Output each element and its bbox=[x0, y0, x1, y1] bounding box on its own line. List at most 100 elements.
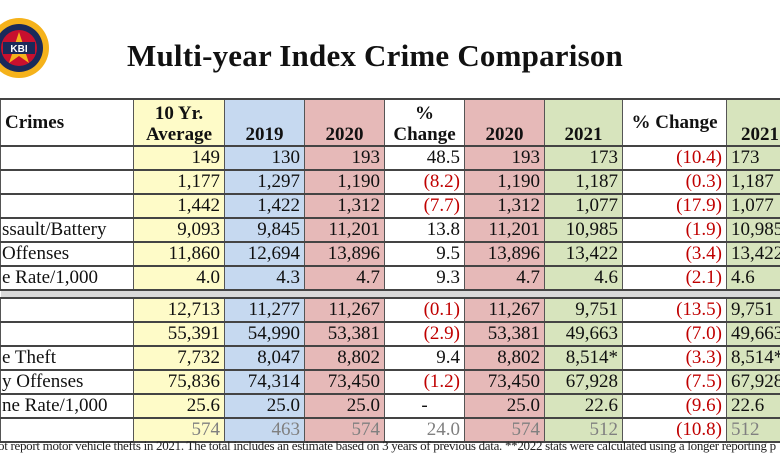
cell-pct-change-b: (3.3) bbox=[622, 345, 727, 371]
cell-pct-change: (7.7) bbox=[384, 193, 465, 219]
cell-y2021: 13,422 bbox=[544, 241, 623, 267]
cell-y2020: 53,381 bbox=[304, 321, 385, 347]
cell-y2021-b: 1,077 bbox=[726, 193, 780, 219]
table-row: 55,391 54,990 53,381 (2.9) 53,381 49,663 (7.0)… bbox=[0, 321, 780, 347]
crime-label: Offenses bbox=[0, 241, 134, 267]
crime-label: e Theft bbox=[0, 345, 134, 371]
cell-y2020: 1,312 bbox=[304, 193, 385, 219]
cell-y2021: 67,928 bbox=[544, 369, 623, 395]
cell-y2020-b: 11,267 bbox=[464, 297, 545, 323]
cell-pct-change-b: (10.8) bbox=[622, 417, 727, 443]
cell-ten-year-avg: 574 bbox=[133, 417, 225, 443]
cell-y2021: 8,514* bbox=[544, 345, 623, 371]
cell-y2021-b: 4.6 bbox=[726, 265, 780, 291]
cell-pct-change: 9.5 bbox=[384, 241, 465, 267]
cell-pct-change: 9.3 bbox=[384, 265, 465, 291]
table-row: ne Rate/1,000 25.6 25.0 25.0-25.0 22.6 (9.6) 2… bbox=[0, 393, 780, 419]
cell-y2021-b: 67,928 bbox=[726, 369, 780, 395]
table-row: 1,177 1,297 1,190 (8.2) 1,190 1,187 (0.3) 1,187 bbox=[0, 169, 780, 195]
cell-y2020-b: 11,201 bbox=[464, 217, 545, 243]
cell-y2019: 11,277 bbox=[224, 297, 305, 323]
separator-cell bbox=[0, 289, 780, 299]
cell-pct-change: 13.8 bbox=[384, 217, 465, 243]
table-row: 1,442 1,422 1,312 (7.7) 1,312 1,077 (17.9) 1,07… bbox=[0, 193, 780, 219]
header-10yr-average: 10 Yr. Average bbox=[133, 98, 225, 147]
page-title: Multi-year Index Crime Comparison bbox=[127, 38, 623, 73]
cell-y2021-b: 173 bbox=[726, 145, 780, 171]
table-row: e Rate/1,000 4.0 4.3 4.7 9.3 4.7 4.6 (2.1) 4.6 bbox=[0, 265, 780, 291]
cell-y2021-b: 8,514* bbox=[726, 345, 780, 371]
crime-label: e Rate/1,000 bbox=[0, 265, 134, 291]
cell-y2021: 1,187 bbox=[544, 169, 623, 195]
section-separator bbox=[0, 289, 780, 299]
cell-pct-change: (8.2) bbox=[384, 169, 465, 195]
cell-y2020-b: 73,450 bbox=[464, 369, 545, 395]
cell-pct-change-b: (10.4) bbox=[622, 145, 727, 171]
cell-pct-change: 24.0 bbox=[384, 417, 465, 443]
cell-ten-year-avg: 4.0 bbox=[133, 265, 225, 291]
footnote: ot report motor vehicle thefts in 2021. … bbox=[0, 438, 776, 453]
cell-pct-change-b: (1.9) bbox=[622, 217, 727, 243]
header-2020-b: 2020 bbox=[464, 98, 545, 147]
cell-pct-change-b: (9.6) bbox=[622, 393, 727, 419]
cell-y2021: 49,663 bbox=[544, 321, 623, 347]
crime-label bbox=[0, 297, 134, 323]
crime-comparison-table: Crimes 10 Yr. Average 2019 2020 % Change… bbox=[0, 98, 780, 443]
header-2021-b: 2021 bbox=[726, 98, 780, 147]
header-crimes: Crimes bbox=[0, 98, 134, 147]
crime-label bbox=[0, 417, 134, 443]
header-2019: 2019 bbox=[224, 98, 305, 147]
cell-ten-year-avg: 11,860 bbox=[133, 241, 225, 267]
header-2020: 2020 bbox=[304, 98, 385, 147]
cell-y2021: 512 bbox=[544, 417, 623, 443]
cell-ten-year-avg: 12,713 bbox=[133, 297, 225, 323]
cell-y2021: 9,751 bbox=[544, 297, 623, 323]
cell-pct-change: - bbox=[384, 393, 465, 419]
cell-y2020-b: 8,802 bbox=[464, 345, 545, 371]
table-row: 574 463 574 24.0 574 512 (10.8) 512 bbox=[0, 417, 780, 443]
cell-ten-year-avg: 149 bbox=[133, 145, 225, 171]
cell-pct-change-b: (0.3) bbox=[622, 169, 727, 195]
cell-y2020: 13,896 bbox=[304, 241, 385, 267]
cell-pct-change-b: (3.4) bbox=[622, 241, 727, 267]
cell-pct-change-b: (2.1) bbox=[622, 265, 727, 291]
cell-y2021-b: 13,422 bbox=[726, 241, 780, 267]
header-2021: 2021 bbox=[544, 98, 623, 147]
cell-y2021-b: 9,751 bbox=[726, 297, 780, 323]
cell-y2020: 11,201 bbox=[304, 217, 385, 243]
crime-label bbox=[0, 321, 134, 347]
cell-pct-change-b: (17.9) bbox=[622, 193, 727, 219]
cell-y2021-b: 512 bbox=[726, 417, 780, 443]
cell-pct-change: (1.2) bbox=[384, 369, 465, 395]
cell-y2021: 4.6 bbox=[544, 265, 623, 291]
table-row: e Theft 7,732 8,047 8,802 9.4 8,802 8,514* (3.3… bbox=[0, 345, 780, 371]
header-row: Crimes 10 Yr. Average 2019 2020 % Change… bbox=[0, 98, 780, 147]
cell-y2021-b: 22.6 bbox=[726, 393, 780, 419]
cell-y2020: 73,450 bbox=[304, 369, 385, 395]
cell-ten-year-avg: 1,177 bbox=[133, 169, 225, 195]
cell-pct-change-b: (7.5) bbox=[622, 369, 727, 395]
cell-y2019: 54,990 bbox=[224, 321, 305, 347]
cell-ten-year-avg: 25.6 bbox=[133, 393, 225, 419]
cell-y2020: 11,267 bbox=[304, 297, 385, 323]
header-pct-change: % Change bbox=[384, 98, 465, 147]
cell-y2019: 12,694 bbox=[224, 241, 305, 267]
cell-pct-change: 9.4 bbox=[384, 345, 465, 371]
cell-y2020-b: 574 bbox=[464, 417, 545, 443]
cell-y2021-b: 10,985 bbox=[726, 217, 780, 243]
table-row: 149 130 193 48.5 193 173 (10.4) 173 bbox=[0, 145, 780, 171]
cell-ten-year-avg: 9,093 bbox=[133, 217, 225, 243]
cell-pct-change: 48.5 bbox=[384, 145, 465, 171]
cell-y2021: 173 bbox=[544, 145, 623, 171]
cell-y2019: 4.3 bbox=[224, 265, 305, 291]
cell-y2021-b: 49,663 bbox=[726, 321, 780, 347]
cell-y2019: 25.0 bbox=[224, 393, 305, 419]
cell-y2020-b: 1,190 bbox=[464, 169, 545, 195]
cell-y2020-b: 53,381 bbox=[464, 321, 545, 347]
cell-y2020: 25.0 bbox=[304, 393, 385, 419]
crime-label bbox=[0, 145, 134, 171]
cell-y2020: 4.7 bbox=[304, 265, 385, 291]
cell-y2020-b: 4.7 bbox=[464, 265, 545, 291]
cell-ten-year-avg: 1,442 bbox=[133, 193, 225, 219]
table-row: Offenses 11,860 12,694 13,896 9.5 13,896 13,42… bbox=[0, 241, 780, 267]
